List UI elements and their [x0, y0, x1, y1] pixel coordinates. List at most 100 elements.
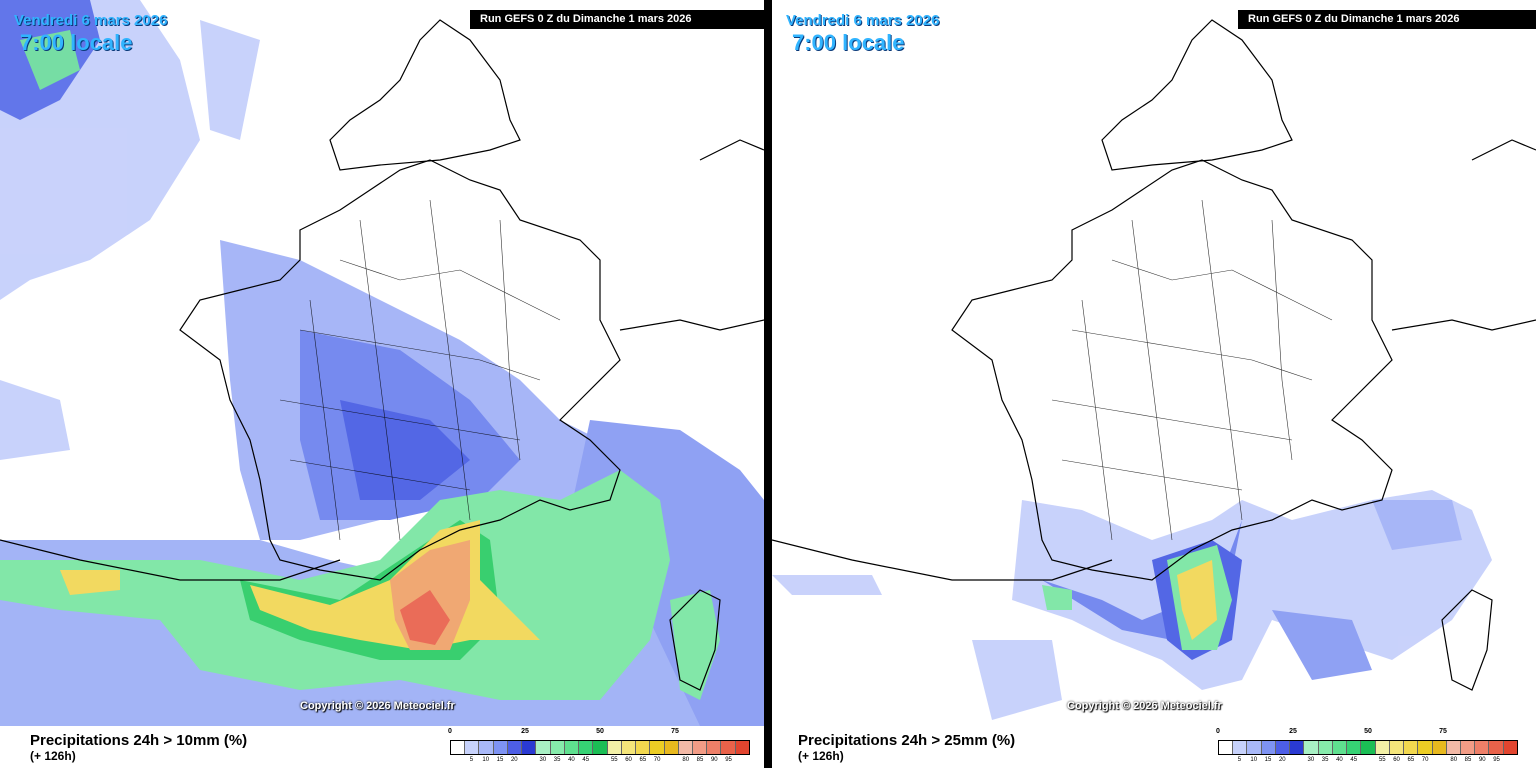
scale-minor-label: 30: [539, 757, 547, 763]
scale-minor-label: 40: [568, 757, 575, 763]
map-canvas: [772, 19, 1536, 720]
scale-swatch: [1275, 741, 1291, 754]
map-subtitle: (+ 126h): [30, 749, 76, 763]
scale-minor-label: 55: [1378, 757, 1386, 763]
scale-swatch: [1247, 741, 1262, 754]
scale-swatch: [564, 741, 580, 754]
scale-color-bar: [1218, 740, 1518, 755]
scale-major-ticks: 0 25 50 75: [448, 728, 750, 738]
scale-minor-label: 65: [1407, 757, 1415, 763]
scale-swatch: [522, 741, 537, 754]
scale-minor-label: 60: [1393, 757, 1400, 763]
scale-color-bar: [450, 740, 750, 755]
scale-swatch: [1290, 741, 1305, 754]
map-panel-left: Vendredi 6 mars 2026 7:00 locale Run GEF…: [0, 0, 764, 768]
scale-minor-labels: 5 10 15 20 30 35 40 45 55 60 65 70 80 85 90 95: [450, 757, 750, 766]
scale-minor-label: 70: [1421, 757, 1429, 763]
scale-swatch: [735, 741, 749, 754]
scale-minor-label: 40: [1336, 757, 1343, 763]
scale-swatch: [1318, 741, 1333, 754]
scale-swatch: [451, 741, 466, 754]
scale-swatch: [1332, 741, 1348, 754]
scale-swatch: [721, 741, 736, 754]
scale-swatch: [707, 741, 722, 754]
scale-minor-label: 80: [682, 757, 690, 763]
map-subtitle: (+ 126h): [798, 749, 844, 763]
scale-swatch: [493, 741, 508, 754]
scale-minor-label: 15: [496, 757, 504, 763]
legend-area: Precipitations 24h > 25mm (%) (+ 126h) 0…: [772, 726, 1536, 768]
scale-swatch: [1489, 741, 1504, 754]
scale-swatch: [1460, 741, 1476, 754]
scale-minor-label: 60: [625, 757, 632, 763]
scale-tick: 75: [1439, 728, 1447, 735]
scale-minor-label: 35: [553, 757, 561, 763]
scale-minor-labels: 5 10 15 20 30 35 40 45 55 60 65 70 80 85 90 95: [1218, 757, 1518, 766]
scale-minor-label: 5: [1237, 757, 1242, 763]
scale-minor-label: 95: [1493, 757, 1500, 763]
scale-minor-label: 45: [1350, 757, 1358, 763]
scale-swatch: [593, 741, 608, 754]
scale-swatch: [536, 741, 551, 754]
scale-minor-label: 80: [1450, 757, 1458, 763]
scale-swatch: [678, 741, 693, 754]
scale-minor-label: 90: [710, 757, 718, 763]
scale-swatch: [1404, 741, 1419, 754]
scale-minor-label: 65: [639, 757, 647, 763]
scale-minor-label: 5: [469, 757, 474, 763]
scale-tick: 50: [596, 728, 604, 735]
scale-swatch: [1261, 741, 1276, 754]
scale-minor-label: 10: [1250, 757, 1258, 763]
scale-minor-label: 10: [482, 757, 490, 763]
run-info-bar: Run GEFS 0 Z du Dimanche 1 mars 2026: [470, 10, 764, 29]
scale-tick: 0: [1216, 728, 1220, 735]
scale-swatch: [1418, 741, 1433, 754]
scale-swatch: [1233, 741, 1248, 754]
map-title: Precipitations 24h > 25mm (%): [798, 732, 1016, 749]
scale-swatch: [1361, 741, 1376, 754]
scale-swatch: [664, 741, 679, 754]
scale-swatch: [507, 741, 523, 754]
scale-minor-label: 70: [653, 757, 661, 763]
run-info-bar: Run GEFS 0 Z du Dimanche 1 mars 2026: [1238, 10, 1536, 29]
scale-minor-label: 20: [510, 757, 518, 763]
map-title: Precipitations 24h > 10mm (%): [30, 732, 248, 749]
scale-minor-label: 15: [1264, 757, 1272, 763]
scale-minor-label: 85: [696, 757, 704, 763]
scale-minor-label: 95: [725, 757, 732, 763]
scale-swatch: [1503, 741, 1517, 754]
scale-major-ticks: 0 25 50 75: [1216, 728, 1518, 738]
scale-tick: 50: [1364, 728, 1372, 735]
scale-minor-label: 90: [1478, 757, 1486, 763]
scale-minor-label: 35: [1321, 757, 1329, 763]
scale-swatch: [465, 741, 480, 754]
color-scale: 0 25 50 75 5 10 15 20 30 35 40 45 55 60 65 70 80 85 90…: [448, 728, 750, 766]
forecast-date: Vendredi 6 mars 2026: [786, 12, 940, 29]
precipitation-map-25mm: Vendredi 6 mars 2026 7:00 locale Run GEF…: [772, 0, 1536, 726]
scale-minor-label: 30: [1307, 757, 1315, 763]
copyright-text: Copyright © 2026 Meteociel.fr: [300, 700, 455, 712]
scale-swatch: [636, 741, 651, 754]
scale-swatch: [579, 741, 594, 754]
scale-minor-label: 45: [582, 757, 590, 763]
precipitation-map-10mm: Vendredi 6 mars 2026 7:00 locale Run GEF…: [0, 0, 764, 726]
forecast-time: 7:00 locale: [792, 30, 905, 55]
copyright-text: Copyright © 2026 Meteociel.fr: [1067, 700, 1222, 712]
scale-swatch: [1432, 741, 1447, 754]
scale-tick: 0: [448, 728, 452, 735]
scale-tick: 25: [1289, 728, 1297, 735]
legend-area: Precipitations 24h > 10mm (%) (+ 126h) 0…: [0, 726, 764, 768]
scale-swatch: [1389, 741, 1405, 754]
forecast-time: 7:00 locale: [20, 30, 133, 55]
forecast-date: Vendredi 6 mars 2026: [14, 12, 168, 29]
scale-tick: 75: [671, 728, 679, 735]
scale-minor-label: 55: [610, 757, 618, 763]
scale-minor-label: 20: [1278, 757, 1286, 763]
scale-swatch: [1304, 741, 1319, 754]
scale-swatch: [479, 741, 494, 754]
scale-swatch: [1347, 741, 1362, 754]
scale-swatch: [607, 741, 622, 754]
scale-swatch: [692, 741, 708, 754]
scale-swatch: [1375, 741, 1390, 754]
scale-swatch: [621, 741, 637, 754]
